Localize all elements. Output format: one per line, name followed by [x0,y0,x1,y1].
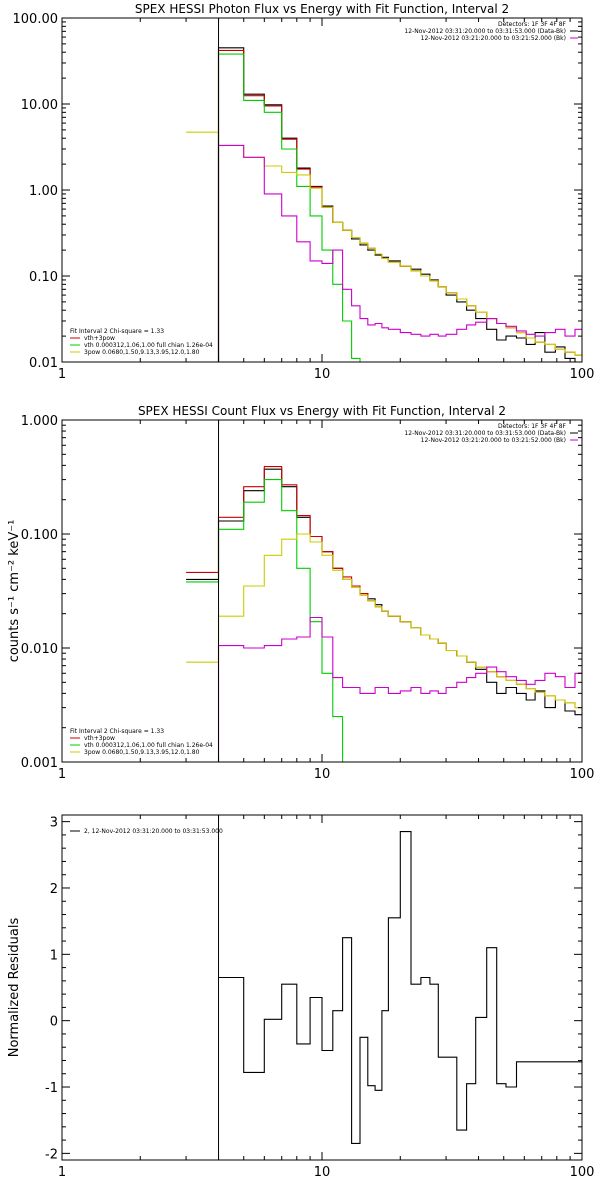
x-tick-label: 100 [570,367,595,382]
plot-frame [61,814,583,1161]
y-tick-label: 0 [50,1015,58,1030]
x-tick-label: 10 [314,367,331,382]
legend-label: 3pow 0.0680,1.50,9.13,3.95,12.0,1.80 [84,349,200,356]
y-tick-label: 3 [50,816,58,831]
y-tick-label: -2 [45,1147,58,1162]
chart-title: SPEX HESSI Count Flux vs Energy with Fit… [138,404,506,418]
x-tick-label: 100 [570,767,595,782]
x-tick-label: 1 [58,1165,66,1180]
series-line [217,47,576,362]
x-tick-label: 100 [570,1165,595,1180]
y-tick-label: 100.00 [13,12,59,27]
legend-label: 2, 12-Nov-2012 03:31:20.000 to 03:31:53.… [84,828,223,835]
x-tick-label: 10 [314,1165,331,1180]
series-line [218,831,582,1144]
y-axis-label: Normalized Residuals [7,918,22,1058]
y-tick-label: 1.000 [21,414,58,429]
header-line: 12-Nov-2012 03:31:20.000 to 03:31:53.000… [404,28,566,35]
series-line [217,53,361,362]
x-tick-label: 1 [58,367,66,382]
series-line [186,131,582,356]
y-tick-label: -1 [45,1081,58,1096]
header-line: Detectors: 1F 3F 4F 8F [498,423,567,430]
series-line [186,479,344,762]
y-tick-label: 0.01 [29,356,58,371]
series-line [217,144,582,362]
header-line: 12-Nov-2012 03:31:20.000 to 03:31:53.000… [404,430,566,437]
legend-title: Fit Interval 2 Chi-square = 1.33 [70,728,164,735]
y-tick-label: 0.100 [21,528,58,543]
series-line [217,616,582,762]
y-tick-label: 10.00 [21,98,58,113]
legend-label: vth 0.000312,1.06,1.00 full chian 1.26e-… [84,742,213,749]
y-tick-label: 1.00 [29,184,58,199]
y-tick-label: 1 [50,948,58,963]
series-line [186,468,582,716]
series-line [186,533,582,709]
legend-title: Fit Interval 2 Chi-square = 1.33 [70,328,164,335]
y-axis-label: counts s⁻¹ cm⁻² keV⁻¹ [7,520,22,663]
legend-label: 3pow 0.0680,1.50,9.13,3.95,12.0,1.80 [84,749,200,756]
header-line: Detectors: 1F 3F 4F 8F [498,21,567,28]
y-tick-label: 0.010 [21,642,58,657]
x-tick-label: 1 [58,767,66,782]
x-tick-label: 10 [314,767,331,782]
y-tick-label: 0.001 [21,756,58,771]
legend-label: vth 0.000312,1.06,1.00 full chian 1.26e-… [84,342,213,349]
header-line: 12-Nov-2012 03:21:20.000 to 03:21:52.000… [421,437,566,444]
plot-frame [61,419,583,763]
chart-title: SPEX HESSI Photon Flux vs Energy with Fi… [135,2,509,16]
legend-label: vth+3pow [84,735,115,742]
series-line [217,49,582,362]
legend-label: vth+3pow [84,335,115,342]
y-tick-label: 0.10 [29,270,58,285]
y-tick-label: 2 [50,882,58,897]
header-line: 12-Nov-2012 03:21:20.000 to 03:21:52.000… [421,35,566,42]
